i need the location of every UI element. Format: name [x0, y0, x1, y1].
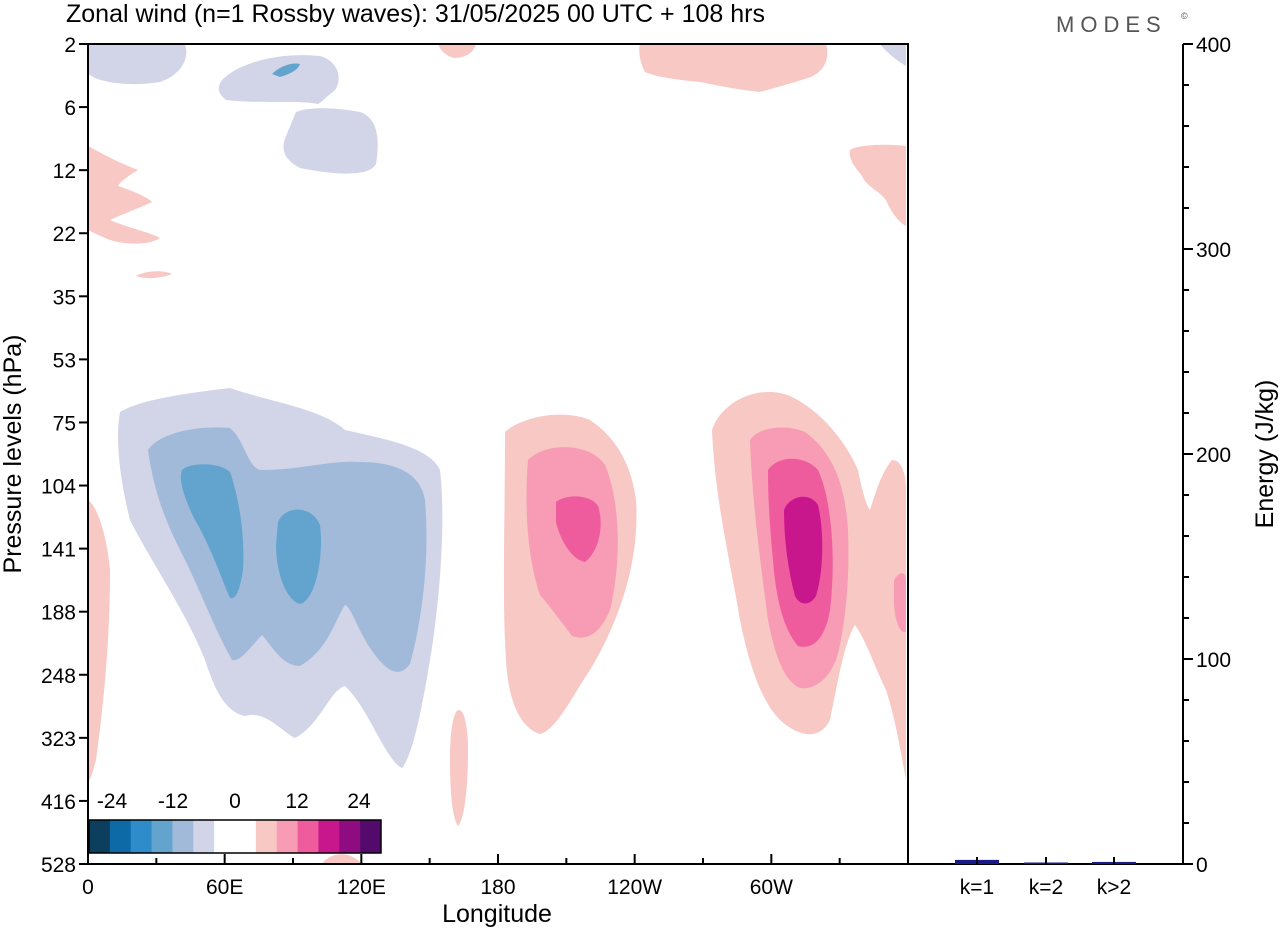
- energy-tick-label: 300: [1196, 239, 1231, 262]
- y-tick-label: 528: [41, 854, 76, 877]
- wind-contours: [88, 44, 906, 864]
- contour-panel: -24 -12 0 12 24 2 6 12 22 35 53 75 104 141 188 248…: [0, 34, 909, 928]
- colorbar-cell: [89, 820, 111, 853]
- y-tick-label: 248: [41, 665, 76, 688]
- y-tick-label: 53: [53, 349, 76, 372]
- x-tick-label: 60W: [750, 876, 793, 899]
- x-axis-label: Longitude: [442, 900, 552, 928]
- energy-axis-label: Energy (J/kg): [1251, 380, 1279, 529]
- brand-text: MODES: [1056, 12, 1167, 37]
- energy-category-label: k=2: [1029, 876, 1063, 899]
- brand-logo: MODES ©: [1056, 11, 1188, 37]
- contour-pos-8: [894, 573, 906, 633]
- chart-title: Zonal wind (n=1 Rossby waves): 31/05/202…: [66, 0, 765, 28]
- y-tick-label: 12: [53, 160, 76, 183]
- colorbar-cell: [130, 820, 153, 853]
- y-tick-label: 323: [41, 728, 76, 751]
- contour-pos-14: [88, 146, 160, 244]
- contour-neg-9: [880, 44, 906, 66]
- contour-pos-9: [88, 500, 110, 782]
- energy-tick-label: 400: [1196, 34, 1231, 57]
- y-axis-label: Pressure levels (hPa): [0, 335, 27, 574]
- energy-category-label: k=1: [960, 876, 994, 899]
- contour-neg-3: [180, 464, 244, 599]
- energy-panel: 0 100 200 300 400 k=1 k=2 k>2 Energy (J/kg): [908, 34, 1279, 899]
- y-tick-label: 2: [64, 34, 76, 57]
- colorbar-cell: [235, 820, 257, 853]
- colorbar-cell: [297, 820, 319, 853]
- y-tick-label: 6: [64, 97, 76, 120]
- contour-neg-7: [272, 63, 300, 77]
- energy-bars: k=1 k=2 k>2: [955, 857, 1136, 899]
- x-tick-label: 120E: [337, 876, 386, 899]
- contour-pos-7: [784, 496, 823, 604]
- x-tick-label: 0: [82, 876, 94, 899]
- colorbar-cell: [339, 820, 361, 853]
- contour-pos-10: [450, 709, 468, 826]
- colorbar-label: 0: [229, 790, 241, 813]
- energy-tick-label: 0: [1196, 854, 1208, 877]
- contour-neg-6: [218, 55, 339, 104]
- contour-pos-12: [438, 44, 476, 58]
- colorbar-cell: [193, 820, 215, 853]
- contour-pos-13: [849, 144, 906, 226]
- x-tick-label: 120W: [607, 876, 662, 899]
- y-tick-label: 188: [41, 602, 76, 625]
- colorbar-cell: [360, 820, 382, 853]
- colorbar: -24 -12 0 12 24: [88, 790, 382, 854]
- colorbar-cell: [255, 820, 278, 853]
- x-tick-label: 60E: [206, 876, 243, 899]
- contour-neg-4: [276, 509, 322, 604]
- y-tick-label: 22: [53, 223, 76, 246]
- pressure-axis: 2 6 12 22 35 53 75 104 141 188 248 323 416 528: [41, 34, 88, 877]
- contour-pos-16: [322, 854, 362, 864]
- energy-tick-label: 100: [1196, 649, 1231, 672]
- contour-neg-5: [88, 44, 187, 85]
- y-tick-label: 75: [53, 412, 76, 435]
- energy-tick-label: 200: [1196, 444, 1231, 467]
- colorbar-cell: [318, 820, 340, 853]
- contour-pos-3: [556, 496, 601, 562]
- contour-pos-15: [136, 271, 172, 279]
- y-tick-label: 35: [53, 286, 76, 309]
- longitude-axis: 0 60E 120E 180 120W 60W: [82, 854, 909, 899]
- brand-mark: ©: [1181, 11, 1188, 21]
- y-tick-label: 104: [41, 476, 76, 499]
- energy-axis: 0 100 200 300 400: [1183, 34, 1231, 877]
- colorbar-label: -12: [158, 790, 188, 813]
- colorbar-cell: [214, 820, 236, 853]
- colorbar-label: 24: [347, 790, 371, 813]
- colorbar-cell: [109, 820, 132, 853]
- energy-category-label: k>2: [1097, 876, 1131, 899]
- contour-pos-11: [639, 44, 828, 92]
- colorbar-cell: [276, 820, 299, 853]
- colorbar-cell: [151, 820, 173, 853]
- contour-neg-8: [283, 108, 378, 174]
- colorbar-label: -24: [97, 790, 128, 813]
- x-tick-label: 180: [480, 876, 515, 899]
- y-tick-label: 141: [41, 539, 76, 562]
- y-tick-label: 416: [41, 791, 76, 814]
- colorbar-cell: [172, 820, 194, 853]
- colorbar-label: 12: [285, 790, 308, 813]
